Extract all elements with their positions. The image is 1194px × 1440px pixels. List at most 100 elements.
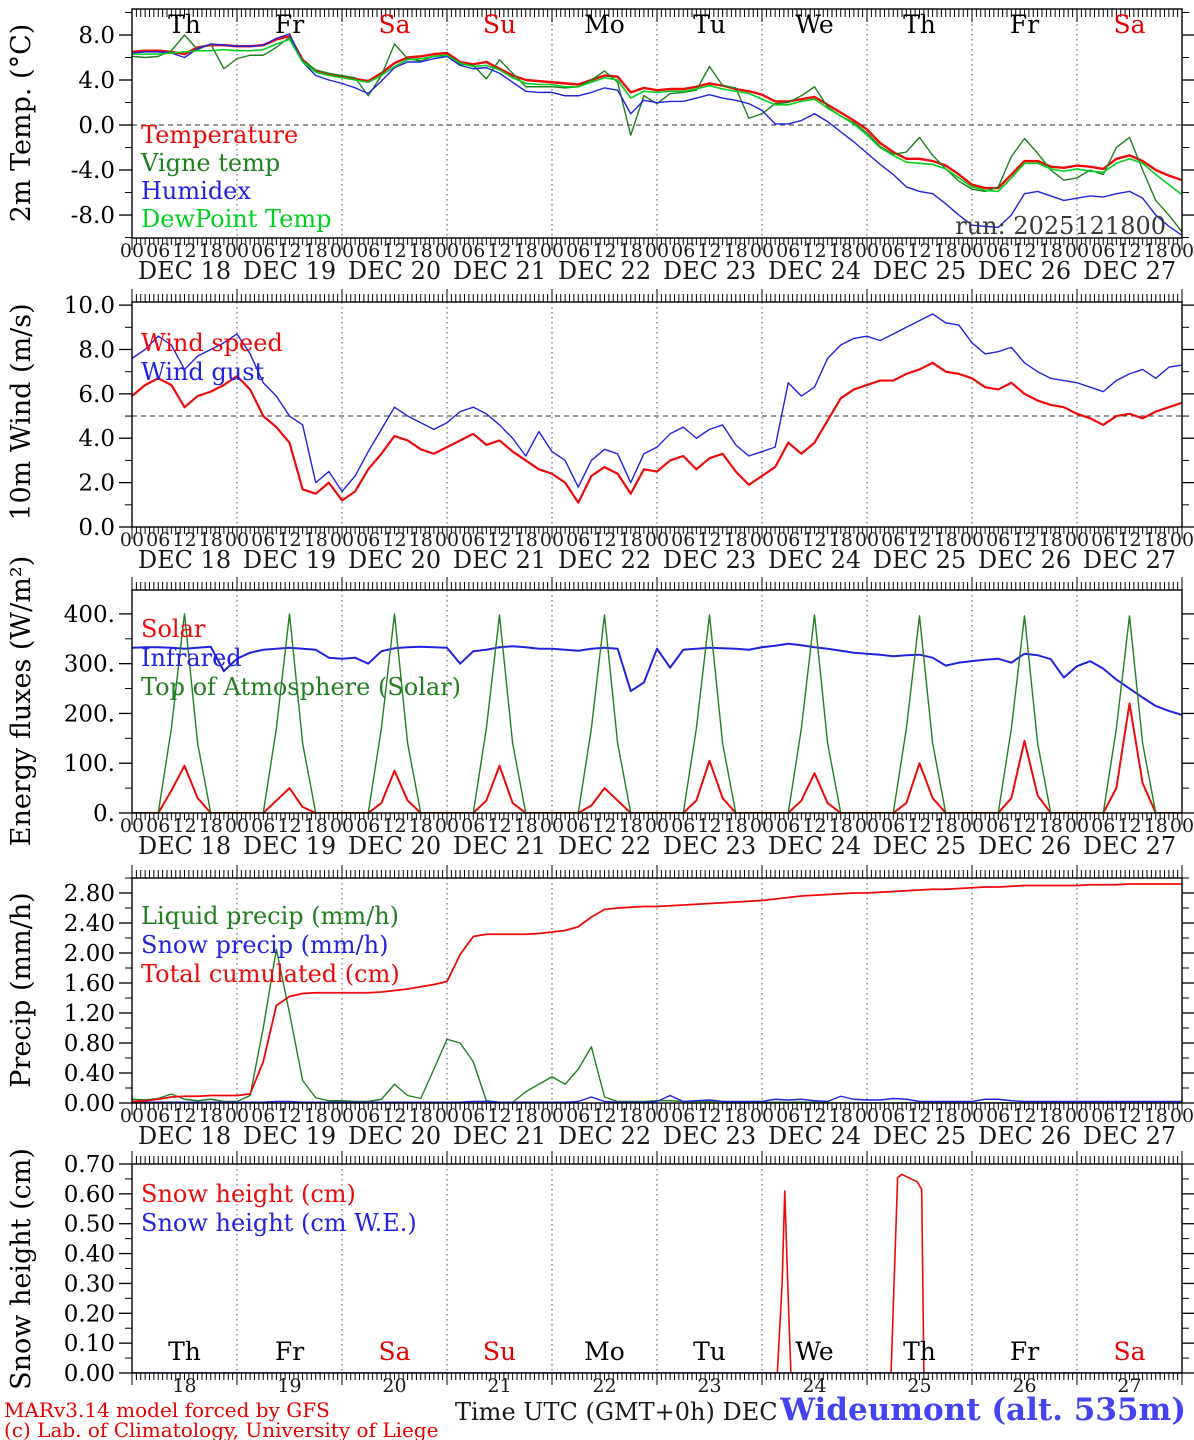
hour-label: 18 (1039, 815, 1063, 837)
day-label: DEC 18 (138, 832, 231, 860)
series-group (132, 883, 1182, 1103)
hour-label: 06 (356, 529, 380, 551)
day-number-label: 23 (697, 1375, 721, 1397)
series-solar-line (132, 702, 1182, 813)
hour-label: 18 (1144, 815, 1168, 837)
hour-label: 06 (566, 240, 590, 262)
day-number-label: 19 (277, 1375, 301, 1397)
hour-label: 12 (1117, 815, 1141, 837)
hour-label: 00 (960, 1105, 984, 1127)
y-tick-label: 10.0 (64, 293, 115, 319)
hour-label: 12 (907, 529, 931, 551)
hour-label: 06 (1091, 1105, 1115, 1127)
hour-label: 00 (540, 529, 564, 551)
day-label: DEC 21 (453, 546, 546, 574)
hour-label: 18 (619, 1105, 643, 1127)
hour-label: 12 (697, 1105, 721, 1127)
day-label: DEC 27 (1083, 1122, 1176, 1150)
hour-label: 00 (645, 529, 669, 551)
hour-label: 12 (277, 815, 301, 837)
legend-wind-gust: Wind gust (141, 358, 265, 386)
legend-solar: Solar (141, 615, 206, 643)
hour-label: 06 (776, 1105, 800, 1127)
legend-top-of-atmosphere-solar: Top of Atmosphere (Solar) (141, 673, 461, 701)
series-snow-height-cm-line (132, 1173, 1182, 1373)
day-number-label: 26 (1012, 1375, 1036, 1397)
day-label: DEC 20 (348, 257, 441, 285)
y-tick-label: 6.0 (78, 382, 115, 408)
hour-label: 06 (461, 240, 485, 262)
day-name-bottom: Su (483, 1337, 516, 1366)
hour-label: 18 (199, 240, 223, 262)
hour-label: 18 (304, 529, 328, 551)
hour-label: 18 (619, 529, 643, 551)
hour-label: 00 (435, 1105, 459, 1127)
hour-label: 12 (697, 240, 721, 262)
hour-label: 12 (592, 529, 616, 551)
hour-label: 00 (540, 1105, 564, 1127)
day-name-top: We (795, 10, 833, 39)
day-label: DEC 25 (873, 832, 966, 860)
hour-label: 18 (724, 815, 748, 837)
series-humidex-line (132, 33, 1182, 236)
day-name-top: Sa (378, 10, 410, 39)
day-name-bottom: Th (168, 1337, 201, 1366)
day-name-bottom: Mo (584, 1337, 625, 1366)
hour-label: 12 (1117, 240, 1141, 262)
hour-label: 12 (802, 240, 826, 262)
hour-label: 18 (934, 1105, 958, 1127)
hour-label: 00 (225, 240, 249, 262)
hour-label: 18 (199, 815, 223, 837)
day-label: DEC 18 (138, 257, 231, 285)
day-label: DEC 26 (978, 832, 1071, 860)
legend-snow-height-cm: Snow height (cm) (141, 1180, 356, 1208)
panel-5: 0.70 0.60 0.50 0.40 0.30 0.20 0.10 0.00 18 19 20 21… (6, 1148, 1194, 1397)
hour-label: 18 (514, 529, 538, 551)
hour-label: 18 (514, 1105, 538, 1127)
hour-label: 12 (592, 240, 616, 262)
y-tick-label: 2.0 (78, 471, 115, 497)
hour-label: 00 (1065, 529, 1089, 551)
day-label: DEC 23 (663, 257, 756, 285)
day-name-top: Fr (1010, 10, 1039, 39)
hour-label: 18 (304, 1105, 328, 1127)
day-label: DEC 20 (348, 546, 441, 574)
hour-label: 06 (566, 529, 590, 551)
day-name-top: Mo (584, 10, 625, 39)
hour-label: 18 (829, 1105, 853, 1127)
hour-label: 18 (1144, 1105, 1168, 1127)
hour-label: 12 (382, 1105, 406, 1127)
y-tick-label: 4.0 (78, 426, 115, 452)
day-label: DEC 27 (1083, 832, 1176, 860)
day-name-top: Th (168, 10, 201, 39)
hour-label: 00 (225, 815, 249, 837)
day-label: DEC 21 (453, 257, 546, 285)
hour-label: 06 (461, 529, 485, 551)
hour-label: 06 (881, 815, 905, 837)
hour-label: 06 (986, 529, 1010, 551)
series-infrared-line (132, 642, 1182, 716)
hour-label: 12 (697, 815, 721, 837)
hour-label: 00 (750, 240, 774, 262)
hour-label: 06 (671, 1105, 695, 1127)
day-label: DEC 24 (768, 832, 861, 860)
hour-label: 18 (1039, 240, 1063, 262)
hour-label: 00 (120, 815, 144, 837)
hour-label: 18 (409, 529, 433, 551)
day-label: DEC 24 (768, 546, 861, 574)
hour-label: 06 (1091, 240, 1115, 262)
legend-vigne-temp: Vigne temp (140, 149, 280, 177)
hour-label: 06 (146, 240, 170, 262)
hour-label: 00 (645, 815, 669, 837)
day-label: DEC 26 (978, 1122, 1071, 1150)
y-tick-label: 300. (64, 652, 115, 678)
day-name-bottom: Sa (378, 1337, 410, 1366)
hour-label: 18 (409, 1105, 433, 1127)
hour-label: 00 (750, 529, 774, 551)
legend-snow-precip-mm-h: Snow precip (mm/h) (141, 931, 388, 959)
hour-label: 18 (409, 240, 433, 262)
y-tick-label: 0.70 (64, 1152, 115, 1178)
hour-label: 00 (645, 240, 669, 262)
hour-label: 18 (829, 529, 853, 551)
hour-label: 12 (697, 529, 721, 551)
